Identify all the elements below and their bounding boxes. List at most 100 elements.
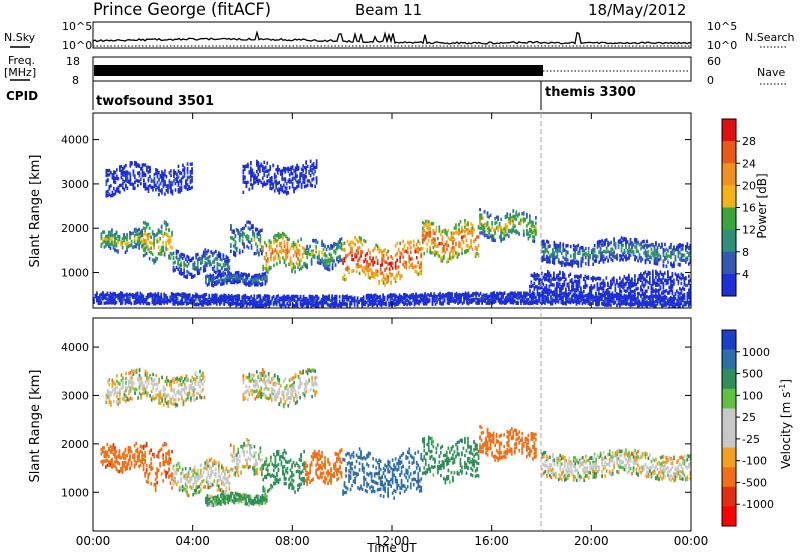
heatmap-cell [222,278,225,282]
heatmap-cell [189,179,192,183]
heatmap-cell [349,240,352,244]
heatmap-cell [265,263,268,267]
heatmap-cell [199,294,202,299]
heatmap-cell [108,244,110,249]
heatmap-cell [124,241,127,246]
heatmap-cell [650,242,653,247]
heatmap-cell [671,274,674,278]
heatmap-cell [586,276,588,280]
heatmap-cell [653,258,656,262]
heatmap-cell [164,294,167,298]
heatmap-cell [688,292,690,297]
heatmap-cell [569,259,572,263]
heatmap-cell [462,229,465,233]
heatmap-cell [362,297,365,301]
heatmap-cell [643,277,645,282]
heatmap-cell [640,255,642,260]
heatmap-cell [571,285,573,289]
heatmap-cell [653,278,656,283]
heatmap-cell [282,231,284,236]
heatmap-cell [509,218,512,223]
heatmap-cell [290,168,292,172]
heatmap-cell [337,255,340,259]
heatmap-cell [550,278,552,283]
heatmap-cell [357,246,359,250]
heatmap-cell [200,294,203,299]
heatmap-cell [238,248,241,253]
heatmap-cell [194,292,197,296]
heatmap-cell [111,242,113,246]
heatmap-cell [414,269,417,273]
heatmap-cell [546,249,548,253]
heatmap-cell [655,241,657,245]
heatmap-cell [155,188,157,192]
heatmap-cell [103,240,106,244]
heatmap-cell [361,250,364,254]
heatmap-cell [251,183,254,187]
heatmap-cell [399,241,401,246]
heatmap-cell [257,283,259,287]
heatmap-cell [414,250,417,254]
heatmap-cell [541,258,544,263]
heatmap-cell [643,239,645,244]
heatmap-cell [533,281,536,286]
heatmap-cell [113,177,115,182]
heatmap-cell [270,187,273,191]
heatmap-cell [665,264,668,268]
heatmap-cell [613,279,615,283]
heatmap-cell [314,166,316,170]
heatmap-cell [423,222,426,226]
heatmap-cell [305,167,307,171]
heatmap-cell [106,237,109,242]
heatmap-cell [287,297,290,301]
heatmap-cell [258,230,260,235]
heatmap-cell [205,301,208,306]
heatmap-cell [322,299,324,303]
heatmap-cell [417,246,420,250]
heatmap-cell [589,254,591,258]
heatmap-cell [339,245,341,249]
heatmap-cell [644,251,647,256]
heatmap-cell [291,177,294,182]
heatmap-cell [188,298,191,303]
heatmap-cell [682,247,684,251]
heatmap-cell [331,294,333,298]
heatmap-cell [97,301,100,305]
heatmap-cell [549,244,551,248]
heatmap-cell [616,281,618,285]
heatmap-cell [426,226,429,230]
heatmap-cell [384,283,386,287]
heatmap-cell [113,175,115,180]
heatmap-cell [571,260,574,264]
heatmap-cell [183,274,185,278]
heatmap-cell [477,235,480,239]
heatmap-cell [230,280,232,285]
heatmap-cell [658,276,660,280]
freq-right-tick-bottom: 0 [707,74,714,87]
heatmap-cell [219,255,222,259]
heatmap-cell [541,249,544,254]
heatmap-cell [688,253,690,257]
heatmap-cell [673,261,675,265]
heatmap-cell [539,286,542,290]
heatmap-cell [278,190,281,195]
heatmap-cell [127,300,130,305]
heatmap-cell [135,227,137,231]
heatmap-cell [256,179,258,183]
heatmap-cell [685,256,687,261]
heatmap-cell [257,276,259,280]
heatmap-cell [288,262,290,266]
heatmap-cell [221,298,224,302]
heatmap-cell [652,289,654,293]
heatmap-cell [155,293,158,298]
heatmap-cell [559,289,561,293]
heatmap-cell [208,301,211,305]
heatmap-cell [653,261,656,265]
heatmap-cell [120,291,122,295]
heatmap-cell [269,300,272,304]
heatmap-cell [583,249,586,253]
heatmap-cell [583,252,586,257]
heatmap-cell [162,179,165,183]
heatmap-cell [659,257,662,261]
heatmap-cell [628,277,630,282]
